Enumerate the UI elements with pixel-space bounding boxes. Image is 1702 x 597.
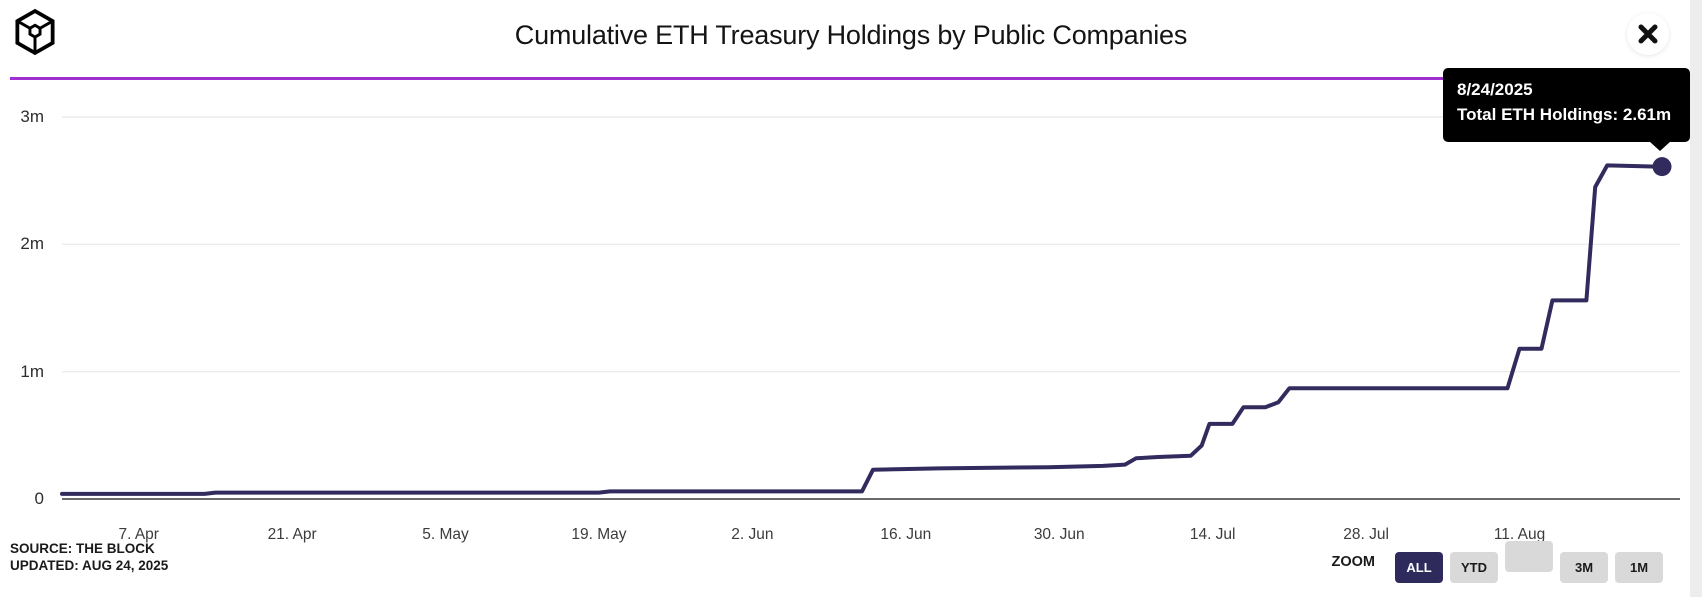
close-icon <box>1638 24 1658 44</box>
holdings-line-series <box>60 163 1664 496</box>
zoom-label: ZOOM <box>1331 553 1376 570</box>
y-tick-label-3m: 3m <box>20 107 44 126</box>
updated-line: UPDATED: AUG 24, 2025 <box>10 557 169 573</box>
active-data-point[interactable] <box>1652 157 1672 177</box>
chart-tooltip: 8/24/2025 Total ETH Holdings: 2.61m <box>1443 68 1690 151</box>
the-block-logo-icon <box>15 8 55 56</box>
tooltip-caret-icon <box>1649 141 1671 151</box>
purple-divider <box>10 77 1692 80</box>
zoom-button-ytd[interactable]: YTD <box>1450 551 1498 583</box>
zoom-buttons-group: ALL YTD 3M 1M <box>1388 540 1663 583</box>
x-tick-label-14-Jul: 14. Jul <box>1189 526 1236 543</box>
y-tick-label-1m: 1m <box>20 361 44 381</box>
source-line: SOURCE: THE BLOCK <box>10 541 155 556</box>
zoom-button-3m[interactable]: 3M <box>1560 551 1608 583</box>
source-block: SOURCE: THE BLOCK UPDATED: AUG 24, 2025 <box>10 541 168 574</box>
zoom-button-blank[interactable] <box>1505 540 1553 572</box>
x-tick-label-28-Jul: 28. Jul <box>1343 526 1389 543</box>
y-tick-label-0: 0 <box>34 489 44 508</box>
tooltip-date: 8/24/2025 <box>1457 80 1533 99</box>
chart-title: Cumulative ETH Treasury Holdings by Publ… <box>514 20 1188 50</box>
x-tick-label-21-Apr: 21. Apr <box>267 526 317 543</box>
x-tick-label-7-Apr: 7. Apr <box>118 526 159 543</box>
zoom-button-1m[interactable]: 1M <box>1615 551 1663 583</box>
y-tick-label-2m: 2m <box>20 234 44 254</box>
x-tick-label-19-May: 19. May <box>571 526 627 543</box>
x-tick-label-16-Jun: 16. Jun <box>880 526 932 543</box>
close-button[interactable] <box>1627 13 1669 55</box>
right-edge-strip <box>1690 0 1702 597</box>
x-tick-label-5-May: 5. May <box>422 526 469 543</box>
x-tick-label-2-Jun: 2. Jun <box>731 526 774 543</box>
x-tick-label-30-Jun: 30. Jun <box>1033 526 1085 543</box>
zoom-button-all[interactable]: ALL <box>1395 551 1443 583</box>
zoom-controls: ZOOM ALL YTD 3M 1M <box>1331 540 1663 583</box>
tooltip-value: Total ETH Holdings: 2.61m <box>1457 105 1672 124</box>
x-tick-label-11-Aug: 11. Aug <box>1493 526 1546 543</box>
